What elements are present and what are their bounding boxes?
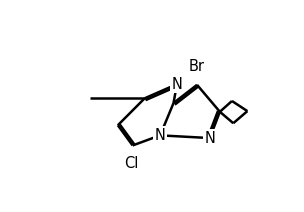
Text: N: N — [171, 77, 182, 92]
Text: Cl: Cl — [124, 156, 139, 171]
Text: Br: Br — [189, 59, 205, 74]
Text: N: N — [155, 128, 166, 143]
Text: N: N — [204, 131, 215, 146]
